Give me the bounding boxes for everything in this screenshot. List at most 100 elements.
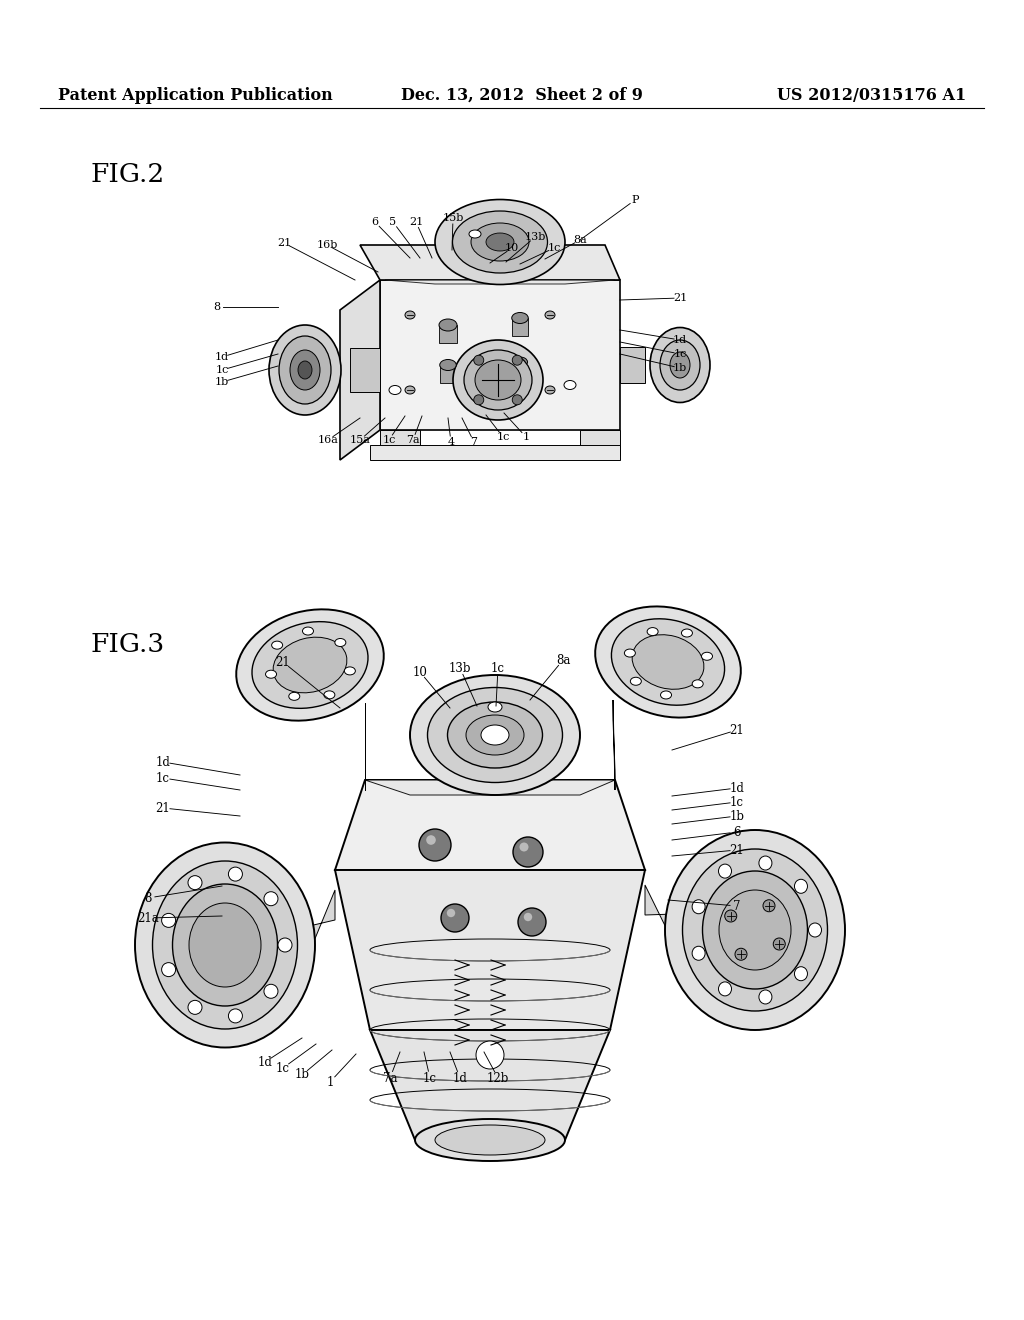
Polygon shape <box>380 280 620 430</box>
Ellipse shape <box>406 385 415 393</box>
Ellipse shape <box>692 680 703 688</box>
Ellipse shape <box>453 341 543 420</box>
Ellipse shape <box>237 610 384 721</box>
Ellipse shape <box>344 667 355 675</box>
Text: 1c: 1c <box>674 348 687 359</box>
Ellipse shape <box>265 671 276 678</box>
Circle shape <box>441 904 469 932</box>
Text: 8: 8 <box>144 891 152 904</box>
Text: 1c: 1c <box>423 1072 437 1085</box>
Circle shape <box>519 842 528 851</box>
Text: 7: 7 <box>470 437 477 447</box>
Circle shape <box>512 395 522 405</box>
Ellipse shape <box>135 842 315 1048</box>
Text: 1d: 1d <box>215 352 229 362</box>
Circle shape <box>446 908 456 917</box>
Ellipse shape <box>660 690 672 700</box>
Text: 1c: 1c <box>547 243 561 253</box>
Ellipse shape <box>252 622 368 709</box>
Ellipse shape <box>228 867 243 880</box>
Bar <box>512 362 527 380</box>
Ellipse shape <box>702 871 808 989</box>
Text: US 2012/0315176 A1: US 2012/0315176 A1 <box>777 87 966 103</box>
Ellipse shape <box>290 350 319 389</box>
Text: 1b: 1b <box>673 363 687 374</box>
Text: 1b: 1b <box>215 378 229 387</box>
Ellipse shape <box>228 1008 243 1023</box>
Text: 1: 1 <box>522 432 529 442</box>
Bar <box>439 366 457 383</box>
Ellipse shape <box>278 939 292 952</box>
Ellipse shape <box>488 702 502 711</box>
Text: 16a: 16a <box>317 436 339 445</box>
Ellipse shape <box>439 319 457 331</box>
Circle shape <box>513 837 543 867</box>
Ellipse shape <box>464 350 532 411</box>
Text: 1: 1 <box>327 1076 334 1089</box>
Ellipse shape <box>625 649 635 657</box>
Text: 21a: 21a <box>137 912 159 924</box>
Ellipse shape <box>719 865 731 878</box>
Ellipse shape <box>611 619 725 705</box>
Ellipse shape <box>427 688 562 783</box>
Text: 21: 21 <box>673 293 687 304</box>
Text: 21: 21 <box>730 723 744 737</box>
Ellipse shape <box>271 642 283 649</box>
Ellipse shape <box>302 627 313 635</box>
Ellipse shape <box>162 913 176 928</box>
Text: 4: 4 <box>447 437 455 447</box>
Polygon shape <box>365 780 615 795</box>
Ellipse shape <box>632 635 703 689</box>
Circle shape <box>518 908 546 936</box>
Text: 6: 6 <box>733 825 740 838</box>
Ellipse shape <box>466 715 524 755</box>
Circle shape <box>419 829 451 861</box>
Circle shape <box>426 836 436 845</box>
Text: 1c: 1c <box>276 1061 290 1074</box>
Ellipse shape <box>719 890 791 970</box>
Text: Dec. 13, 2012  Sheet 2 of 9: Dec. 13, 2012 Sheet 2 of 9 <box>401 87 643 103</box>
Ellipse shape <box>264 985 278 998</box>
Text: FIG.3: FIG.3 <box>90 632 164 657</box>
Ellipse shape <box>683 849 827 1011</box>
Text: 1d: 1d <box>453 1072 467 1085</box>
Ellipse shape <box>435 199 565 285</box>
Polygon shape <box>340 280 380 459</box>
Text: FIG.2: FIG.2 <box>90 162 164 187</box>
Ellipse shape <box>189 903 261 987</box>
Circle shape <box>474 355 483 366</box>
Ellipse shape <box>647 627 658 636</box>
Ellipse shape <box>650 327 710 403</box>
Ellipse shape <box>481 725 509 744</box>
Text: 21: 21 <box>156 801 170 814</box>
Ellipse shape <box>660 341 700 389</box>
Ellipse shape <box>415 1119 565 1162</box>
Text: 10: 10 <box>413 665 427 678</box>
Ellipse shape <box>725 909 736 921</box>
Text: 1c: 1c <box>490 661 505 675</box>
Ellipse shape <box>692 900 706 913</box>
Ellipse shape <box>763 900 775 912</box>
Text: 21: 21 <box>276 238 291 248</box>
Ellipse shape <box>324 690 335 698</box>
Polygon shape <box>580 430 620 455</box>
Ellipse shape <box>773 939 785 950</box>
Text: Patent Application Publication: Patent Application Publication <box>58 87 333 103</box>
Text: 1c: 1c <box>730 796 744 808</box>
Ellipse shape <box>298 360 312 379</box>
Ellipse shape <box>439 359 457 371</box>
Ellipse shape <box>471 223 529 261</box>
Text: 8a: 8a <box>573 235 587 246</box>
Ellipse shape <box>795 879 808 894</box>
Text: 8: 8 <box>213 302 220 312</box>
Ellipse shape <box>188 1001 202 1014</box>
Ellipse shape <box>545 312 555 319</box>
Ellipse shape <box>665 830 845 1030</box>
Text: 12b: 12b <box>486 1072 509 1085</box>
Polygon shape <box>305 890 335 964</box>
Ellipse shape <box>545 385 555 393</box>
Polygon shape <box>385 280 615 284</box>
Text: 13b: 13b <box>449 661 471 675</box>
Text: 21: 21 <box>275 656 291 668</box>
Ellipse shape <box>795 966 808 981</box>
